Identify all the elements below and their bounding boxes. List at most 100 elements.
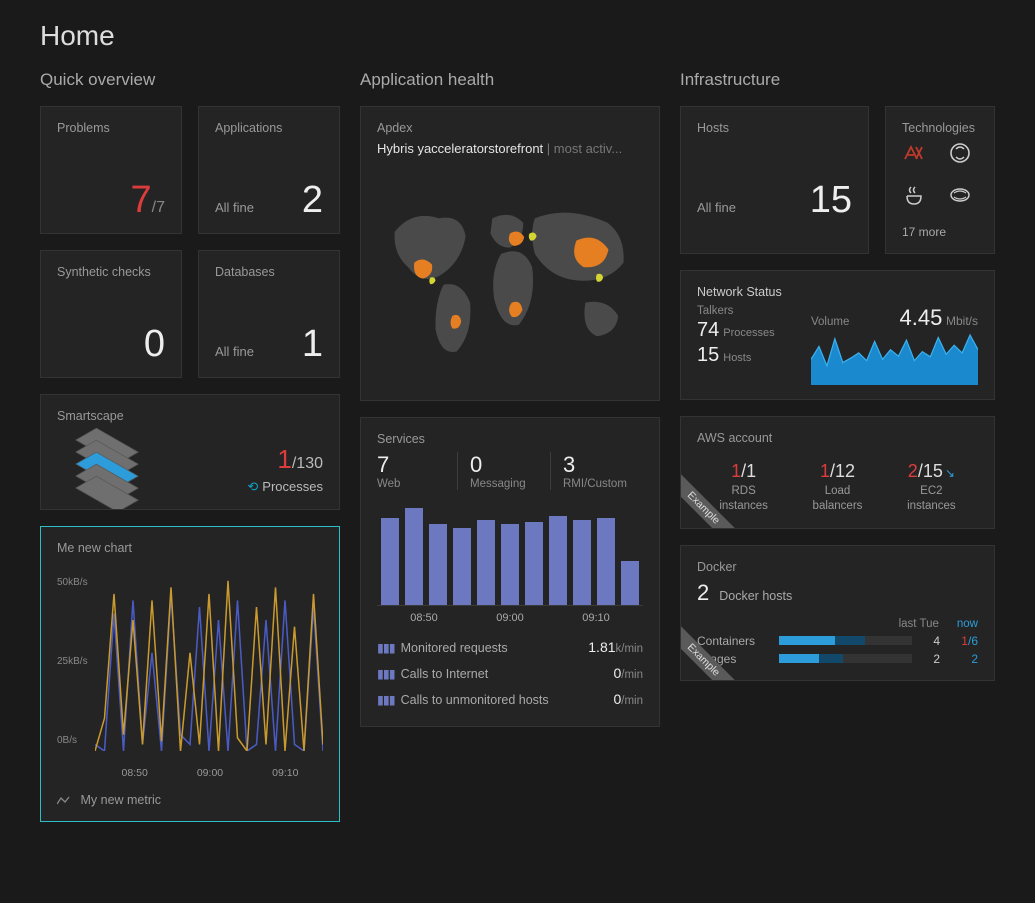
smartscape-total: /130 bbox=[292, 455, 323, 472]
tech-more: 17 more bbox=[902, 225, 946, 239]
svc-bar bbox=[501, 524, 519, 605]
services-label: Services bbox=[377, 432, 643, 446]
apdex-tile[interactable]: Apdex Hybris yacceleratorstorefront | mo… bbox=[360, 106, 660, 401]
svc-stat: 0Messaging bbox=[457, 452, 550, 490]
docker-col2: now bbox=[957, 618, 978, 630]
svc-bar bbox=[477, 520, 495, 605]
docker-tile[interactable]: Docker Example 2 Docker hosts last Tue n… bbox=[680, 545, 995, 681]
aws-tile[interactable]: AWS account Example 1/1 RDSinstances 1/1… bbox=[680, 416, 995, 529]
vol-label: Volume bbox=[811, 316, 849, 328]
services-rows: ▮▮▮Monitored requests 1.81k/min ▮▮▮Calls… bbox=[377, 634, 643, 712]
network-tile[interactable]: Network Status Talkers 74Processes 15Hos… bbox=[680, 270, 995, 400]
xtick: 09:10 bbox=[272, 767, 298, 779]
legend-text: My new metric bbox=[80, 793, 161, 807]
svc-bar bbox=[405, 508, 423, 605]
tech-icon-4 bbox=[948, 183, 972, 207]
docker-col1: last Tue bbox=[899, 618, 939, 630]
tech-icon-1 bbox=[902, 141, 926, 165]
svc-row: ▮▮▮Calls to unmonitored hosts 0/min bbox=[377, 686, 643, 712]
problems-value: 7 bbox=[131, 179, 152, 221]
svc-bar bbox=[525, 522, 543, 605]
xtick: 08:50 bbox=[122, 767, 148, 779]
tech-icon-2 bbox=[948, 141, 972, 165]
hosts-label: Hosts bbox=[697, 121, 852, 135]
tech-icons: 17 more bbox=[902, 141, 978, 239]
applications-tile[interactable]: Applications All fine 2 bbox=[198, 106, 340, 234]
smartscape-label: Smartscape bbox=[57, 409, 323, 423]
xtick: 09:10 bbox=[582, 612, 610, 624]
services-bars bbox=[377, 506, 643, 606]
svc-row: ▮▮▮Calls to Internet 0/min bbox=[377, 660, 643, 686]
xtick: 09:00 bbox=[197, 767, 223, 779]
smartscape-count: 1 bbox=[277, 444, 291, 474]
hosts-tile[interactable]: Hosts All fine 15 bbox=[680, 106, 869, 254]
aws-label: AWS account bbox=[697, 431, 978, 445]
svc-stat: 7Web bbox=[377, 452, 457, 490]
apdex-sub: most activ... bbox=[554, 141, 622, 156]
svc-stat: 3RMI/Custom bbox=[550, 452, 643, 490]
synthetic-label: Synthetic checks bbox=[57, 265, 165, 279]
applications-status: All fine bbox=[215, 200, 254, 215]
page-title: Home bbox=[40, 20, 995, 52]
vol-unit: Mbit/s bbox=[946, 314, 978, 328]
databases-status: All fine bbox=[215, 344, 254, 359]
docker-hosts-l: Docker hosts bbox=[719, 589, 792, 603]
talkers-label: Talkers bbox=[697, 305, 797, 317]
smartscape-sublabel: Processes bbox=[262, 479, 323, 494]
xtick: 08:50 bbox=[410, 612, 438, 624]
me-xaxis: 08:50 09:00 09:10 bbox=[57, 767, 323, 779]
tech-icon-3 bbox=[902, 183, 926, 207]
hosts-status: All fine bbox=[697, 200, 736, 215]
problems-tile[interactable]: Problems 7/7 bbox=[40, 106, 182, 234]
docker-hosts-n: 2 bbox=[697, 580, 709, 606]
network-sparkline bbox=[811, 331, 978, 385]
ytick: 25kB/s bbox=[57, 656, 88, 667]
databases-value: 1 bbox=[302, 325, 323, 363]
section-overview: Quick overview bbox=[40, 70, 340, 90]
link-icon: ⟲ bbox=[247, 479, 258, 494]
services-xaxis: 08:50 09:00 09:10 bbox=[377, 612, 643, 634]
applications-value: 2 bbox=[302, 181, 323, 219]
synthetic-value: 0 bbox=[144, 325, 165, 363]
ytick: 50kB/s bbox=[57, 577, 88, 588]
aws-item: 1/1 RDSinstances bbox=[719, 461, 768, 514]
me-chart-tile[interactable]: Me new chart 50kB/s 25kB/s 0B/s 08:50 09… bbox=[40, 526, 340, 822]
problems-total: /7 bbox=[152, 199, 165, 216]
applications-label: Applications bbox=[215, 121, 323, 135]
net-hosts-n: 15 bbox=[697, 344, 719, 366]
svc-bar bbox=[453, 528, 471, 605]
svc-row: ▮▮▮Monitored requests 1.81k/min bbox=[377, 634, 643, 660]
svc-bar bbox=[549, 516, 567, 605]
svc-bar bbox=[597, 518, 615, 605]
svc-bar bbox=[381, 518, 399, 605]
vol-value: 4.45 bbox=[900, 305, 943, 330]
aws-item: 2/15↘ EC2instances bbox=[907, 461, 956, 514]
xtick: 09:00 bbox=[496, 612, 524, 624]
docker-row: Images 2 2 bbox=[697, 652, 978, 666]
technologies-tile[interactable]: Technologies 17 more bbox=[885, 106, 995, 254]
aws-item: 1/12 Loadbalancers bbox=[813, 461, 863, 514]
docker-row: Containers 4 1/6 bbox=[697, 634, 978, 648]
me-legend: My new metric bbox=[57, 793, 323, 807]
synthetic-tile[interactable]: Synthetic checks 0 bbox=[40, 250, 182, 378]
section-apphealth: Application health bbox=[360, 70, 660, 90]
ytick: 0B/s bbox=[57, 735, 77, 746]
docker-label: Docker bbox=[697, 560, 978, 574]
hosts-value: 15 bbox=[810, 181, 852, 219]
databases-label: Databases bbox=[215, 265, 323, 279]
world-map bbox=[377, 166, 643, 386]
me-chart-label: Me new chart bbox=[57, 541, 323, 555]
aws-items: 1/1 RDSinstances 1/12 Loadbalancers 2/15… bbox=[697, 461, 978, 514]
svc-bar bbox=[573, 520, 591, 605]
net-proc-n: 74 bbox=[697, 319, 719, 341]
databases-tile[interactable]: Databases All fine 1 bbox=[198, 250, 340, 378]
smartscape-tile[interactable]: Smartscape 1/130 ⟲ Processes bbox=[40, 394, 340, 510]
net-hosts-l: Hosts bbox=[723, 352, 751, 364]
svc-bar bbox=[429, 524, 447, 605]
services-stats: 7Web0Messaging3RMI/Custom bbox=[377, 452, 643, 490]
network-label: Network Status bbox=[697, 285, 978, 299]
svc-bar bbox=[621, 561, 639, 605]
services-tile[interactable]: Services 7Web0Messaging3RMI/Custom 08:50… bbox=[360, 417, 660, 727]
apdex-app: Hybris yacceleratorstorefront bbox=[377, 141, 543, 156]
layers-icon bbox=[57, 431, 157, 495]
